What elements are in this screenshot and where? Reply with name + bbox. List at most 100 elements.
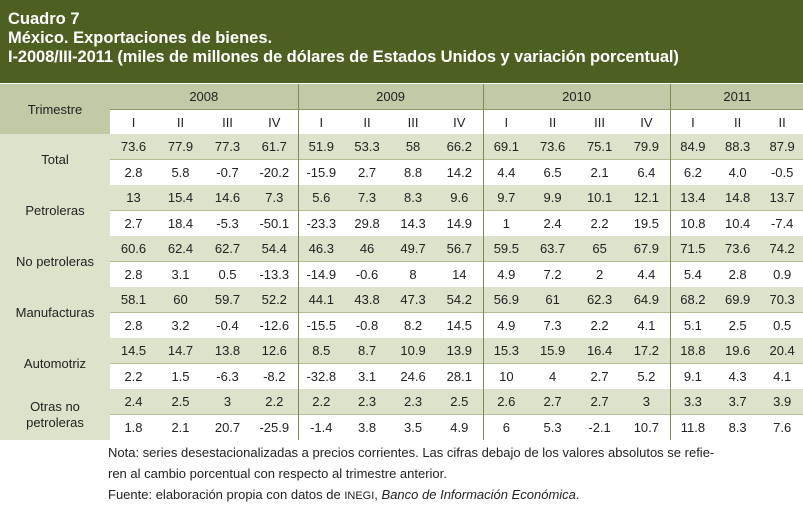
value-cell: 3.3 xyxy=(669,389,716,415)
value-cell: 53.3 xyxy=(344,134,391,160)
change-cell: 3.1 xyxy=(344,363,391,389)
change-cell: 2.2 xyxy=(576,210,624,236)
change-cell: 4.9 xyxy=(482,261,530,287)
quarter-header: III xyxy=(576,109,624,134)
change-cell: 4.9 xyxy=(482,312,530,338)
change-cell: 10 xyxy=(482,363,530,389)
value-cell: 14.8 xyxy=(715,185,761,211)
value-cell: 3 xyxy=(204,389,251,415)
change-cell: 28.1 xyxy=(436,363,484,389)
value-cell: 64.9 xyxy=(623,287,671,313)
change-cell: 1.8 xyxy=(110,414,157,440)
change-cell: -14.9 xyxy=(297,261,345,287)
value-cell: 67.9 xyxy=(623,236,671,262)
value-cell: 84.9 xyxy=(669,134,716,160)
change-cell: -15.9 xyxy=(297,159,345,185)
quarter-header: III xyxy=(390,109,437,134)
value-cell: 13.7 xyxy=(760,185,803,211)
change-cell: 2.8 xyxy=(110,312,157,338)
value-cell: 68.2 xyxy=(669,287,716,313)
value-cell: 2.2 xyxy=(251,389,299,415)
value-cell: 62.7 xyxy=(204,236,251,262)
value-cell: 10.9 xyxy=(390,338,437,364)
change-cell: 2.8 xyxy=(110,261,157,287)
value-cell: 15.4 xyxy=(157,185,204,211)
value-cell: 79.9 xyxy=(623,134,671,160)
value-cell: 77.3 xyxy=(204,134,251,160)
value-cell: 49.7 xyxy=(390,236,437,262)
change-cell: -0.5 xyxy=(760,159,803,185)
quarter-header: II xyxy=(157,109,204,134)
change-cell: -0.8 xyxy=(344,312,391,338)
value-cell: 13 xyxy=(110,185,157,211)
table-title: Cuadro 7 México. Exportaciones de bienes… xyxy=(0,0,803,83)
value-cell: 3.7 xyxy=(715,389,761,415)
change-cell: 4.0 xyxy=(715,159,761,185)
change-cell: 5.2 xyxy=(623,363,671,389)
value-cell: 65 xyxy=(576,236,624,262)
change-cell: 14 xyxy=(436,261,484,287)
value-cell: 2.5 xyxy=(157,389,204,415)
change-cell: -12.6 xyxy=(251,312,299,338)
value-cell: 20.4 xyxy=(760,338,803,364)
value-cell: 2.6 xyxy=(482,389,530,415)
quarter-header: II xyxy=(715,109,761,134)
change-cell: 9.1 xyxy=(669,363,716,389)
value-cell: 66.2 xyxy=(436,134,484,160)
value-cell: 77.9 xyxy=(157,134,204,160)
change-cell: 2.5 xyxy=(715,312,761,338)
value-cell: 61 xyxy=(529,287,577,313)
change-cell: 1.5 xyxy=(157,363,204,389)
value-cell: 5.6 xyxy=(297,185,345,211)
quarter-header: IV xyxy=(251,109,299,134)
year-header: 2009 xyxy=(297,84,484,110)
note-line-2: ren al cambio porcentual con respecto al… xyxy=(108,466,447,481)
change-cell: 7.3 xyxy=(529,312,577,338)
value-cell: 17.2 xyxy=(623,338,671,364)
value-cell: 19.6 xyxy=(715,338,761,364)
change-cell: 29.8 xyxy=(344,210,391,236)
title-line-3: I-2008/III-2011 (miles de millones de dó… xyxy=(8,48,679,66)
change-cell: 4.4 xyxy=(623,261,671,287)
value-cell: 63.7 xyxy=(529,236,577,262)
year-header: 2010 xyxy=(482,84,671,110)
row-category-label: No petroleras xyxy=(0,236,110,287)
table-row: 1.8 2.1 20.7 -25.9 -1.4 3.8 3.5 4.9 6 5.3 -2.1 10.7… xyxy=(0,414,803,440)
change-cell: 20.7 xyxy=(204,414,251,440)
value-cell: 13.8 xyxy=(204,338,251,364)
change-cell: 14.3 xyxy=(390,210,437,236)
source-org: INEGI xyxy=(344,490,375,502)
change-cell: 14.2 xyxy=(436,159,484,185)
change-cell: 2.1 xyxy=(157,414,204,440)
table-notes: Nota: series desestacionalizadas a preci… xyxy=(108,442,714,507)
source-end: . xyxy=(575,487,580,502)
value-cell: 2.7 xyxy=(529,389,577,415)
value-cell: 14.6 xyxy=(204,185,251,211)
title-line-1: Cuadro 7 xyxy=(8,10,80,28)
value-cell: 47.3 xyxy=(390,287,437,313)
quarter-header: IV xyxy=(436,109,484,134)
table-row: Automotriz 14.5 14.7 13.8 12.6 8.5 8.7 10.9 13.9… xyxy=(0,338,803,389)
change-cell: -23.3 xyxy=(297,210,345,236)
change-cell: -50.1 xyxy=(251,210,299,236)
value-cell: 44.1 xyxy=(297,287,345,313)
source-line: Fuente: elaboración propia con datos de … xyxy=(108,484,714,507)
change-cell: 4 xyxy=(529,363,577,389)
table-row: 2.8 5.8 -0.7 -20.2 -15.9 2.7 8.8 14.2 4.4 6.5 2.1 6… xyxy=(0,159,803,185)
change-cell: -15.5 xyxy=(297,312,345,338)
title-line-2: México. Exportaciones de bienes. xyxy=(8,29,273,47)
value-cell: 2.4 xyxy=(110,389,157,415)
value-cell: 43.8 xyxy=(344,287,391,313)
change-cell: 8 xyxy=(390,261,437,287)
row-category-line: Otras no xyxy=(30,398,80,414)
change-cell: -0.4 xyxy=(204,312,251,338)
change-cell: 2.7 xyxy=(110,210,157,236)
change-cell: -1.4 xyxy=(297,414,345,440)
change-cell: 14.5 xyxy=(436,312,484,338)
table-row: Otras no petroleras 2.4 2.5 3 2.2 2.2 2.3 2.3 2.5… xyxy=(0,389,803,440)
value-cell: 61.7 xyxy=(251,134,299,160)
table-row: 2.8 3.2 -0.4 -12.6 -15.5 -0.8 8.2 14.5 4.9 7.3 2.2… xyxy=(0,312,803,338)
table-row: No petroleras 60.6 62.4 62.7 54.4 46.3 46 49.7 5… xyxy=(0,236,803,287)
change-cell: 14.9 xyxy=(436,210,484,236)
row-category-label: Total xyxy=(0,134,110,185)
